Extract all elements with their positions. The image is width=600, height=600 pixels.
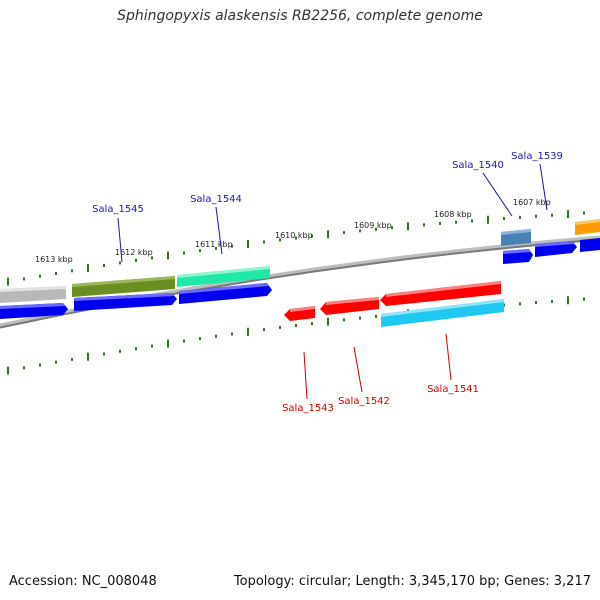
forward-cds-track: [0, 238, 600, 319]
cds-arrow-forward[interactable]: [179, 283, 272, 304]
forward-gene-labels: Sala_1545 Sala_1544 Sala_1540 Sala_1539: [92, 151, 563, 215]
forward-tick-track: [7, 210, 585, 286]
scale-label-1607: 1607 kbp: [513, 198, 551, 207]
gene-label-sala-1540[interactable]: Sala_1540: [452, 160, 504, 171]
forward-label-leaders: [117, 163, 548, 263]
forward-feature-track: [0, 219, 600, 303]
gene-label-sala-1541[interactable]: Sala_1541: [427, 384, 479, 395]
cds-arrow-forward[interactable]: [580, 238, 600, 252]
feature-bar-sky[interactable]: [381, 299, 504, 327]
accession-text: Accession: NC_008048: [9, 574, 157, 589]
genome-summary-text: Topology: circular; Length: 3,345,170 bp…: [233, 574, 591, 589]
gene-label-sala-1544[interactable]: Sala_1544: [190, 194, 242, 205]
gene-label-sala-1539[interactable]: Sala_1539: [511, 151, 563, 162]
reverse-gene-labels: Sala_1543 Sala_1542 Sala_1541: [282, 384, 479, 414]
gene-label-sala-1542[interactable]: Sala_1542: [338, 396, 390, 407]
scale-label-1609: 1609 kbp: [354, 221, 392, 230]
feature-bar-olive[interactable]: [72, 276, 175, 297]
scale-labels: 1613 kbp 1612 kbp 1611 kbp 1610 kbp 1609…: [35, 198, 551, 264]
scale-label-1610: 1610 kbp: [275, 231, 313, 240]
scale-label-1608: 1608 kbp: [434, 210, 472, 219]
scale-label-1613: 1613 kbp: [35, 255, 73, 264]
reverse-cds-track: [284, 281, 501, 321]
scale-label-1612: 1612 kbp: [115, 248, 153, 257]
gene-label-sala-1545[interactable]: Sala_1545: [92, 204, 144, 215]
map-title: Sphingopyxis alaskensis RB2256, complete…: [117, 8, 483, 24]
reverse-label-leaders: [303, 333, 452, 400]
gene-label-sala-1543[interactable]: Sala_1543: [282, 403, 334, 414]
scale-label-1611: 1611 kbp: [195, 240, 233, 249]
